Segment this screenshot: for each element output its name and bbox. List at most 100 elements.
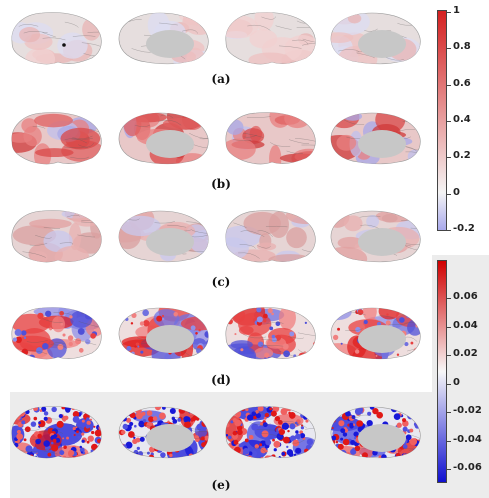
activation-patch xyxy=(123,113,142,137)
activation-spot xyxy=(39,409,43,412)
activation-spot xyxy=(35,455,38,458)
activation-patch xyxy=(269,145,282,164)
activation-spot xyxy=(75,338,82,345)
activation-spot xyxy=(139,409,142,413)
activation-spot xyxy=(302,455,306,458)
activation-patch xyxy=(19,27,41,43)
brain-hemisphere-medial xyxy=(330,406,421,459)
sulcus-line xyxy=(158,119,182,126)
sulcus-line xyxy=(260,432,284,438)
sulcus-line xyxy=(43,451,58,455)
activation-spot xyxy=(201,442,207,448)
activation-spot xyxy=(66,436,69,440)
activation-spot xyxy=(409,428,414,433)
activation-patch xyxy=(286,210,316,225)
activation-spot xyxy=(87,435,94,442)
sulcus-line xyxy=(26,339,48,343)
activation-spot xyxy=(283,408,288,413)
activation-spot xyxy=(234,333,237,336)
activation-spot xyxy=(264,455,271,458)
activation-spot xyxy=(25,445,33,453)
activation-spot xyxy=(405,434,412,441)
activation-spot xyxy=(43,411,49,416)
activation-spot xyxy=(87,307,93,311)
brain-hemisphere-lateral xyxy=(225,112,316,165)
activation-spot xyxy=(282,343,289,350)
sulcus-line xyxy=(305,428,316,430)
activation-spot xyxy=(72,410,80,418)
brain-hemisphere-medial xyxy=(118,210,209,263)
activation-patch xyxy=(231,346,257,359)
activation-spot xyxy=(313,341,316,347)
panel-label-e: (e) xyxy=(211,478,231,492)
activation-spot xyxy=(195,454,203,458)
sulcus-line xyxy=(25,350,48,355)
sulcus-line xyxy=(364,28,378,32)
activation-spot xyxy=(235,411,241,418)
activation-spot xyxy=(28,406,31,409)
activation-spot xyxy=(99,348,102,352)
sulcus-line xyxy=(288,139,310,144)
sulcus-line xyxy=(278,350,295,358)
activation-spot xyxy=(294,433,301,440)
activation-spot xyxy=(289,331,295,337)
activation-spot xyxy=(126,455,134,458)
activation-patch xyxy=(225,237,249,260)
activation-spot xyxy=(198,328,201,332)
sulcus-line xyxy=(52,342,66,345)
activation-spot xyxy=(304,321,307,325)
activation-spot xyxy=(340,410,344,413)
activation-spot xyxy=(63,415,69,421)
cbar-bottom-tickmark xyxy=(447,440,451,442)
medial-wall xyxy=(146,228,194,256)
activation-spot xyxy=(261,430,269,438)
sulcus-line xyxy=(127,218,140,221)
activation-spot xyxy=(361,452,368,458)
activation-spot xyxy=(204,330,209,338)
activation-spot xyxy=(68,341,73,347)
medial-wall xyxy=(146,30,194,58)
activation-spot xyxy=(367,411,372,416)
sulcus-line xyxy=(90,128,102,133)
activation-spot xyxy=(191,456,197,458)
activation-spot xyxy=(256,316,263,323)
activation-spot xyxy=(120,430,126,435)
activation-spot xyxy=(38,421,41,425)
activation-spot xyxy=(418,347,421,350)
activation-spot xyxy=(385,320,391,326)
cbar-bottom-tickmark xyxy=(447,469,451,470)
activation-patch xyxy=(284,112,311,129)
sulcus-line xyxy=(261,16,276,20)
brain-hemisphere-medial xyxy=(118,112,209,165)
activation-spot xyxy=(57,344,64,350)
activation-spot xyxy=(33,406,39,412)
activation-spot xyxy=(14,448,17,452)
activation-spot xyxy=(12,337,17,342)
activation-patch xyxy=(378,308,400,320)
activation-spot xyxy=(192,421,195,424)
activation-spot xyxy=(344,452,352,458)
activation-spot xyxy=(237,429,243,436)
activation-spot xyxy=(238,455,243,458)
sulcus-line xyxy=(77,142,94,148)
sulcus-line xyxy=(249,422,271,426)
activation-spot xyxy=(356,420,364,428)
activation-spot xyxy=(204,407,209,411)
sulcus-line xyxy=(283,423,308,429)
sulcus-line xyxy=(246,116,271,119)
medial-wall xyxy=(358,30,406,58)
sulcus-line xyxy=(338,49,360,52)
activation-spot xyxy=(121,444,127,450)
activation-spot xyxy=(331,435,337,441)
sulcus-line xyxy=(43,227,61,229)
activation-spot xyxy=(135,342,140,347)
sulcus-line xyxy=(292,39,309,45)
sulcus-line xyxy=(270,142,291,147)
sulcus-line xyxy=(242,132,264,138)
activation-spot xyxy=(300,426,304,430)
activation-spot xyxy=(244,438,249,443)
activation-spot xyxy=(122,424,128,430)
activation-spot xyxy=(86,440,90,444)
activation-spot xyxy=(16,433,23,440)
activation-spot xyxy=(21,406,26,411)
